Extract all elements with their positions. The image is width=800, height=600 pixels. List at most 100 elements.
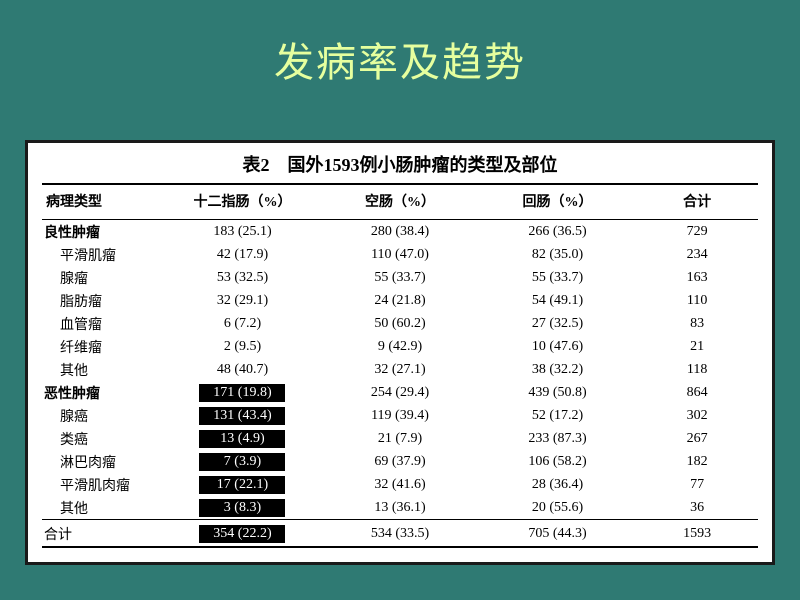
row-label: 淋巴肉瘤 bbox=[42, 450, 164, 473]
table-row: 纤维瘤2 (9.5)9 (42.9)10 (47.6)21 bbox=[42, 335, 758, 358]
table-cell: 119 (39.4) bbox=[321, 404, 479, 427]
table-cell: 21 bbox=[636, 335, 758, 358]
table-total-row: 合计 354 (22.2) 534 (33.5)705 (44.3)1593 bbox=[42, 520, 758, 547]
highlighted-cell: 354 (22.2) bbox=[199, 525, 285, 543]
table-cell: 131 (43.4) bbox=[164, 404, 322, 427]
col-header: 合计 bbox=[636, 184, 758, 220]
table-cell: 50 (60.2) bbox=[321, 312, 479, 335]
row-label: 腺癌 bbox=[42, 404, 164, 427]
row-label: 脂肪瘤 bbox=[42, 289, 164, 312]
table-header-row: 病理类型 十二指肠（%） 空肠（%） 回肠（%） 合计 bbox=[42, 184, 758, 220]
table-row: 淋巴肉瘤 7 (3.9) 69 (37.9)106 (58.2)182 bbox=[42, 450, 758, 473]
table-cell: 7 (3.9) bbox=[164, 450, 322, 473]
row-label: 血管瘤 bbox=[42, 312, 164, 335]
table-cell: 110 (47.0) bbox=[321, 243, 479, 266]
table-row: 平滑肌瘤42 (17.9)110 (47.0)82 (35.0)234 bbox=[42, 243, 758, 266]
table-cell: 233 (87.3) bbox=[479, 427, 637, 450]
row-label: 平滑肌瘤 bbox=[42, 243, 164, 266]
highlighted-cell: 3 (8.3) bbox=[199, 499, 285, 517]
row-label: 其他 bbox=[42, 496, 164, 520]
slide: 发病率及趋势 表2 国外1593例小肠肿瘤的类型及部位 病理类型 十二指肠（%）… bbox=[0, 0, 800, 600]
table-cell: 864 bbox=[636, 381, 758, 404]
table-row: 类癌 13 (4.9) 21 (7.9)233 (87.3)267 bbox=[42, 427, 758, 450]
table-cell: 280 (38.4) bbox=[321, 220, 479, 244]
table-cell: 55 (33.7) bbox=[321, 266, 479, 289]
table-caption: 表2 国外1593例小肠肿瘤的类型及部位 bbox=[42, 151, 758, 177]
data-table: 病理类型 十二指肠（%） 空肠（%） 回肠（%） 合计 良性肿瘤183 (25.… bbox=[42, 183, 758, 548]
table-cell: 77 bbox=[636, 473, 758, 496]
table-cell: 3 (8.3) bbox=[164, 496, 322, 520]
table-row: 其他48 (40.7)32 (27.1)38 (32.2)118 bbox=[42, 358, 758, 381]
table-row: 良性肿瘤183 (25.1)280 (38.4)266 (36.5)729 bbox=[42, 220, 758, 244]
table-cell: 83 bbox=[636, 312, 758, 335]
table-cell: 21 (7.9) bbox=[321, 427, 479, 450]
table-cell: 48 (40.7) bbox=[164, 358, 322, 381]
table-row: 恶性肿瘤171 (19.8)254 (29.4)439 (50.8)864 bbox=[42, 381, 758, 404]
table-cell: 32 (29.1) bbox=[164, 289, 322, 312]
row-label: 恶性肿瘤 bbox=[42, 381, 164, 404]
table-row: 脂肪瘤32 (29.1)24 (21.8)54 (49.1)110 bbox=[42, 289, 758, 312]
table-cell: 32 (27.1) bbox=[321, 358, 479, 381]
table-cell: 36 bbox=[636, 496, 758, 520]
table-cell: 69 (37.9) bbox=[321, 450, 479, 473]
table-cell: 254 (29.4) bbox=[321, 381, 479, 404]
table-cell: 13 (36.1) bbox=[321, 496, 479, 520]
table-cell: 10 (47.6) bbox=[479, 335, 637, 358]
table-row: 其他 3 (8.3) 13 (36.1)20 (55.6)36 bbox=[42, 496, 758, 520]
slide-title: 发病率及趋势 bbox=[0, 0, 800, 88]
table-cell: 302 bbox=[636, 404, 758, 427]
highlighted-cell: 13 (4.9) bbox=[199, 430, 285, 448]
table-cell: 266 (36.5) bbox=[479, 220, 637, 244]
table-cell: 6 (7.2) bbox=[164, 312, 322, 335]
table-cell: 42 (17.9) bbox=[164, 243, 322, 266]
table-cell: 534 (33.5) bbox=[321, 520, 479, 547]
table-cell: 729 bbox=[636, 220, 758, 244]
col-header: 病理类型 bbox=[42, 184, 164, 220]
table-cell: 24 (21.8) bbox=[321, 289, 479, 312]
table-cell: 267 bbox=[636, 427, 758, 450]
table-cell: 1593 bbox=[636, 520, 758, 547]
row-label: 良性肿瘤 bbox=[42, 220, 164, 244]
table-cell: 163 bbox=[636, 266, 758, 289]
table-cell: 54 (49.1) bbox=[479, 289, 637, 312]
highlighted-cell: 7 (3.9) bbox=[199, 453, 285, 471]
table-cell: 354 (22.2) bbox=[164, 520, 322, 547]
table-cell: 9 (42.9) bbox=[321, 335, 479, 358]
table-cell: 53 (32.5) bbox=[164, 266, 322, 289]
table-cell: 20 (55.6) bbox=[479, 496, 637, 520]
table-cell: 234 bbox=[636, 243, 758, 266]
table-row: 血管瘤6 (7.2)50 (60.2)27 (32.5)83 bbox=[42, 312, 758, 335]
table-cell: 82 (35.0) bbox=[479, 243, 637, 266]
table-cell: 2 (9.5) bbox=[164, 335, 322, 358]
table-row: 平滑肌肉瘤 17 (22.1) 32 (41.6)28 (36.4)77 bbox=[42, 473, 758, 496]
highlighted-cell: 131 (43.4) bbox=[199, 407, 285, 425]
highlighted-cell: 171 (19.8) bbox=[199, 384, 285, 402]
table-cell: 171 (19.8) bbox=[164, 381, 322, 404]
highlighted-cell: 17 (22.1) bbox=[199, 476, 285, 494]
row-label: 合计 bbox=[42, 520, 164, 547]
row-label: 类癌 bbox=[42, 427, 164, 450]
table-cell: 55 (33.7) bbox=[479, 266, 637, 289]
row-label: 腺瘤 bbox=[42, 266, 164, 289]
row-label: 纤维瘤 bbox=[42, 335, 164, 358]
row-label: 其他 bbox=[42, 358, 164, 381]
row-label: 平滑肌肉瘤 bbox=[42, 473, 164, 496]
col-header: 空肠（%） bbox=[321, 184, 479, 220]
table-cell: 705 (44.3) bbox=[479, 520, 637, 547]
table-cell: 38 (32.2) bbox=[479, 358, 637, 381]
table-cell: 106 (58.2) bbox=[479, 450, 637, 473]
table-cell: 17 (22.1) bbox=[164, 473, 322, 496]
table-cell: 182 bbox=[636, 450, 758, 473]
table-cell: 13 (4.9) bbox=[164, 427, 322, 450]
col-header: 回肠（%） bbox=[479, 184, 637, 220]
table-cell: 28 (36.4) bbox=[479, 473, 637, 496]
table-cell: 118 bbox=[636, 358, 758, 381]
table-row: 腺瘤53 (32.5)55 (33.7)55 (33.7)163 bbox=[42, 266, 758, 289]
table-cell: 110 bbox=[636, 289, 758, 312]
table-cell: 183 (25.1) bbox=[164, 220, 322, 244]
table-cell: 52 (17.2) bbox=[479, 404, 637, 427]
col-header: 十二指肠（%） bbox=[164, 184, 322, 220]
table-cell: 32 (41.6) bbox=[321, 473, 479, 496]
table-row: 腺癌 131 (43.4) 119 (39.4)52 (17.2)302 bbox=[42, 404, 758, 427]
table-image: 表2 国外1593例小肠肿瘤的类型及部位 病理类型 十二指肠（%） 空肠（%） … bbox=[25, 140, 775, 565]
